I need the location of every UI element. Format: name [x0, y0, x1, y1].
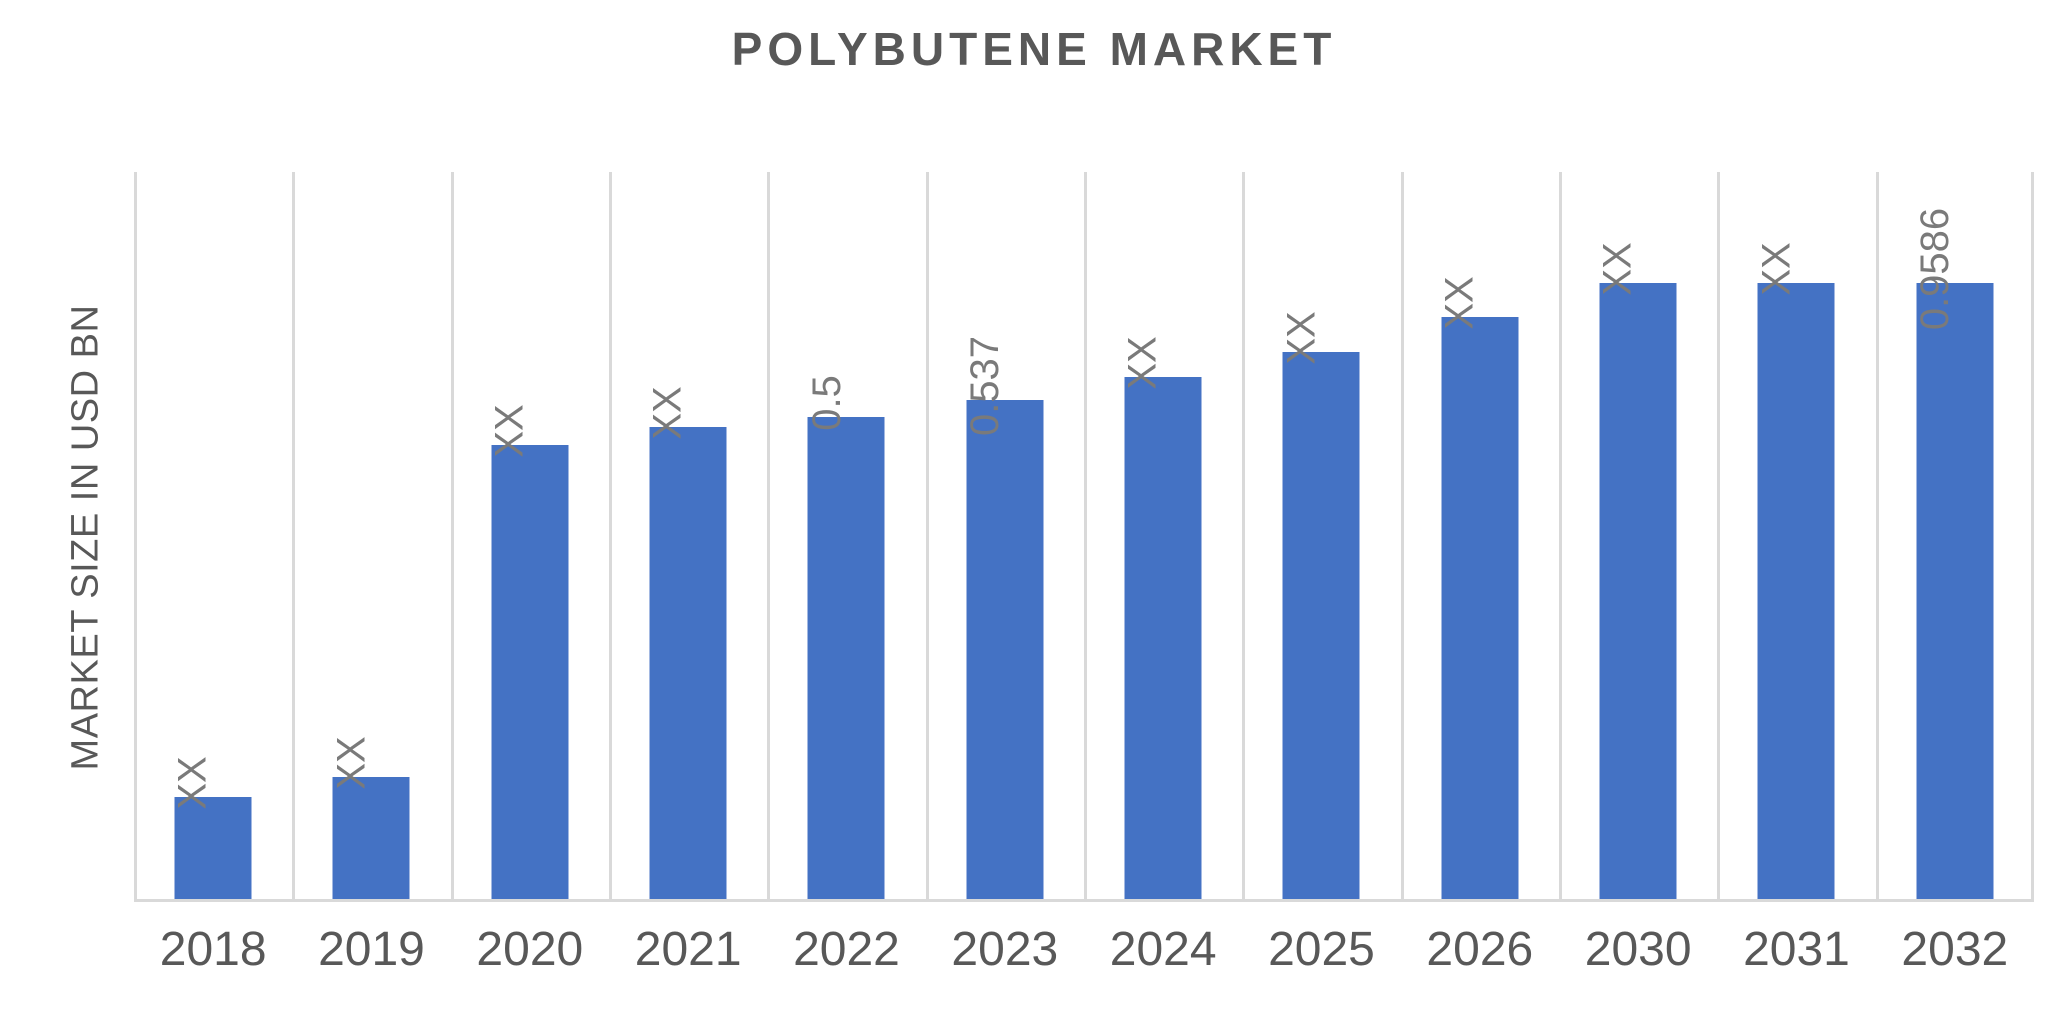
gridline — [1717, 172, 1721, 902]
y-axis-title: MARKET SIZE IN USD BN — [64, 304, 107, 770]
y-axis-title-container: MARKET SIZE IN USD BN — [56, 172, 116, 902]
bar[interactable] — [1916, 282, 1994, 902]
gridline — [1400, 172, 1404, 902]
bar-slot: 0.537 — [926, 172, 1084, 902]
bar-slot: XX — [451, 172, 609, 902]
bar[interactable] — [649, 426, 727, 902]
x-axis-tick-label: 2030 — [1584, 923, 1692, 976]
bar-slot: XX — [1242, 172, 1400, 902]
gridline — [609, 172, 612, 902]
x-axis-tick-label: 2023 — [951, 923, 1059, 976]
gridline — [1242, 172, 1246, 902]
bar-value-label: XX — [171, 756, 216, 810]
bar-slot: XX — [1084, 172, 1242, 902]
bar-value-label: 0.537 — [962, 335, 1007, 436]
bar-slot: 0.9586 — [1876, 172, 2034, 902]
bar-value-label: XX — [1596, 242, 1641, 296]
gridline — [925, 172, 929, 902]
gridline — [1084, 172, 1087, 902]
bar-value-label: XX — [1754, 242, 1799, 296]
x-axis-tick-label: 2018 — [159, 923, 267, 976]
bar-value-label: XX — [1121, 336, 1166, 390]
x-axis-tick-label: 2032 — [1901, 923, 2009, 976]
gridline — [767, 172, 771, 902]
x-axis-tick-label: 2025 — [1268, 923, 1375, 976]
bar-value-label: XX — [1279, 311, 1324, 365]
x-axis-tick-label: 2020 — [476, 923, 584, 976]
bar-value-label: XX — [646, 386, 691, 440]
gridline — [450, 172, 454, 902]
bar[interactable] — [174, 796, 252, 902]
bar-slot: XX — [1717, 172, 1875, 902]
bar[interactable] — [807, 417, 885, 902]
gridline — [2031, 172, 2034, 902]
gridline — [1559, 172, 1562, 902]
x-axis-tick-label: 2031 — [1743, 923, 1850, 976]
x-axis-baseline — [134, 899, 2034, 902]
x-axis-tick-label: 2022 — [793, 923, 900, 976]
bar[interactable] — [1282, 352, 1360, 902]
bar-value-label: XX — [487, 404, 532, 458]
x-axis-tick-label: 2019 — [318, 923, 425, 976]
bar-value-label: 0.9586 — [1912, 207, 1957, 331]
bar-slot: XX — [292, 172, 450, 902]
x-axis-tick-label: 2021 — [634, 923, 742, 976]
gridline — [1875, 172, 1879, 902]
bar[interactable] — [966, 399, 1044, 902]
gridline — [134, 172, 137, 902]
bar-value-label: XX — [329, 736, 374, 790]
bar-slot: 0.5 — [767, 172, 925, 902]
chart-title: POLYBUTENE MARKET — [731, 23, 1337, 75]
x-axis-tick-label: 2026 — [1426, 923, 1534, 976]
bar[interactable] — [1757, 282, 1835, 902]
bar[interactable] — [1441, 317, 1519, 902]
bar-value-label: 0.5 — [804, 375, 849, 432]
bar[interactable] — [332, 777, 410, 902]
bar-slot: XX — [1559, 172, 1717, 902]
bar[interactable] — [1124, 377, 1202, 902]
plot-area: XX XX XX XX 0.5 0.537 XX XX XX XX XX 0.9586 — [134, 172, 2034, 902]
bar-slot: XX — [134, 172, 292, 902]
x-axis-labels: 2018 2019 2020 2021 2022 2023 2024 2025 2026 2030… — [134, 910, 2034, 1000]
x-axis-tick-label: 2024 — [1109, 923, 1217, 976]
bar-slot: XX — [1401, 172, 1559, 902]
bar-slot: XX — [609, 172, 767, 902]
bar[interactable] — [1599, 282, 1677, 902]
gridline — [292, 172, 296, 902]
bar-value-label: XX — [1437, 276, 1482, 330]
bar[interactable] — [491, 445, 569, 902]
